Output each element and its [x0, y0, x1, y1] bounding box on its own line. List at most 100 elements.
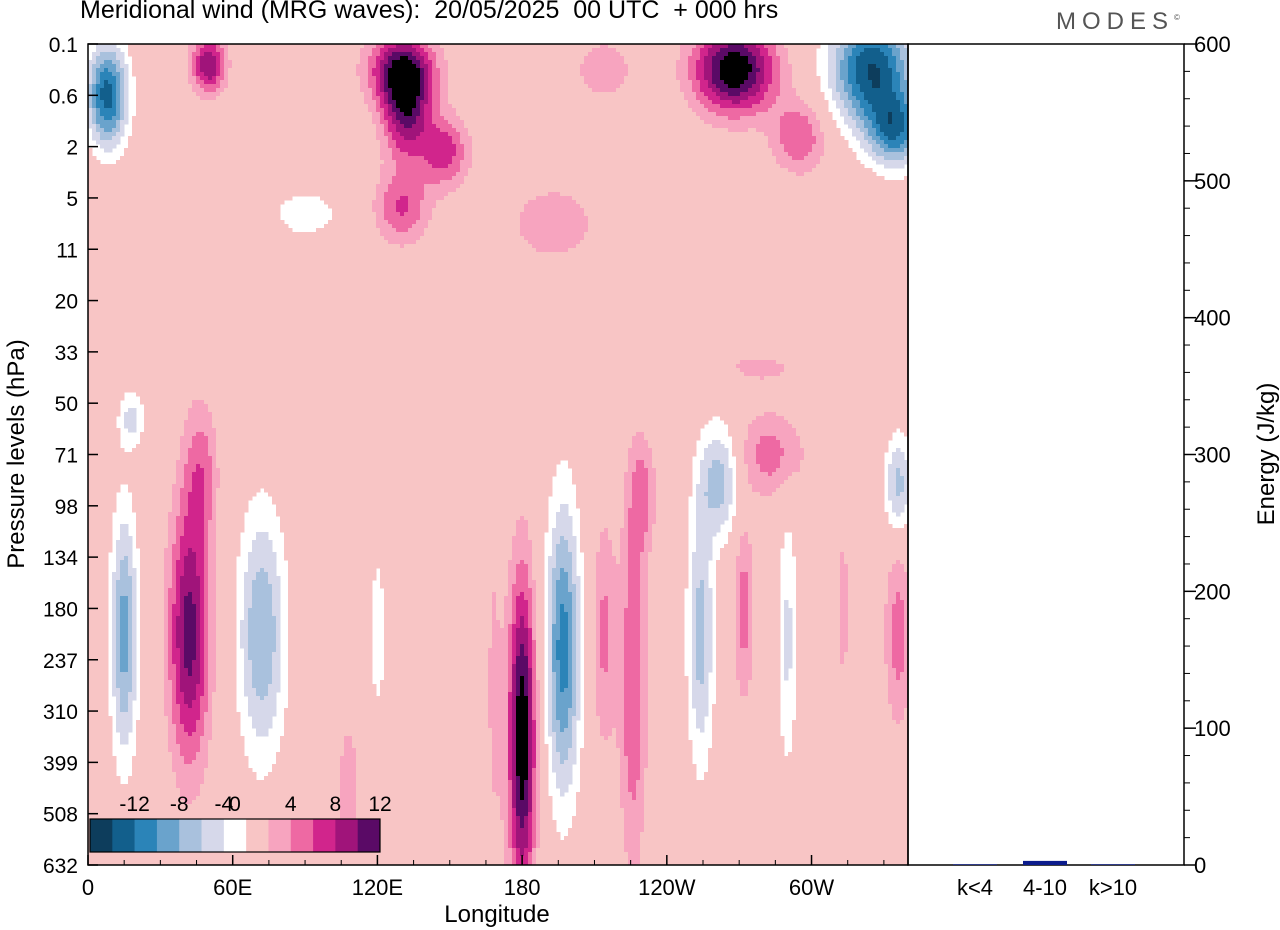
field-cell: [436, 52, 441, 57]
field-cell: [712, 132, 717, 137]
field-cell: [168, 104, 173, 109]
field-cell: [628, 108, 633, 113]
field-cell: [652, 48, 657, 53]
field-cell: [292, 92, 297, 97]
field-cell: [484, 112, 489, 117]
field-cell: [652, 52, 657, 57]
field-cell: [880, 96, 885, 101]
field-cell: [904, 72, 908, 77]
field-cell: [392, 72, 397, 77]
field-cell: [876, 88, 881, 93]
field-cell: [480, 68, 485, 73]
field-cell: [348, 48, 353, 53]
field-cell: [668, 64, 673, 69]
field-cell: [644, 92, 649, 97]
field-cell: [768, 56, 773, 61]
field-cell: [760, 132, 765, 137]
field-cell: [524, 60, 529, 65]
field-cell: [532, 120, 537, 125]
field-cell: [700, 108, 705, 113]
field-cell: [548, 76, 553, 81]
field-cell: [440, 48, 445, 53]
field-cell: [740, 136, 745, 141]
field-cell: [512, 104, 517, 109]
field-cell: [904, 124, 908, 129]
field-cell: [192, 80, 197, 85]
field-cell: [336, 112, 341, 117]
field-cell: [364, 56, 369, 61]
field-cell: [492, 80, 497, 85]
field-cell: [564, 104, 569, 109]
field-cell: [624, 44, 629, 49]
field-cell: [832, 52, 837, 57]
field-cell: [104, 52, 109, 57]
field-cell: [856, 88, 861, 93]
field-cell: [404, 100, 409, 105]
field-cell: [640, 128, 645, 133]
field-cell: [860, 120, 865, 125]
field-cell: [584, 112, 589, 117]
field-cell: [660, 124, 665, 129]
field-cell: [728, 120, 733, 125]
field-cell: [400, 64, 405, 69]
field-cell: [412, 132, 417, 137]
field-cell: [800, 92, 805, 97]
field-cell: [176, 84, 181, 89]
field-cell: [568, 76, 573, 81]
field-cell: [224, 116, 229, 121]
field-cell: [684, 88, 689, 93]
field-cell: [788, 96, 793, 101]
field-cell: [316, 64, 321, 69]
field-cell: [420, 52, 425, 57]
field-cell: [492, 96, 497, 101]
field-cell: [328, 56, 333, 61]
field-cell: [416, 64, 421, 69]
field-cell: [260, 88, 265, 93]
field-cell: [796, 60, 801, 65]
field-cell: [300, 76, 305, 81]
field-cell: [372, 120, 377, 125]
field-cell: [676, 64, 681, 69]
field-cell: [144, 76, 149, 81]
field-cell: [688, 60, 693, 65]
field-cell: [100, 64, 105, 69]
field-cell: [296, 56, 301, 61]
field-cell: [712, 52, 717, 57]
field-cell: [500, 136, 505, 141]
field-cell: [144, 48, 149, 53]
field-cell: [244, 60, 249, 65]
field-cell: [688, 124, 693, 129]
field-cell: [564, 140, 569, 145]
field-cell: [516, 124, 521, 129]
field-cell: [352, 60, 357, 65]
field-cell: [144, 128, 149, 133]
field-cell: [352, 124, 357, 129]
field-cell: [484, 60, 489, 65]
field-cell: [824, 140, 829, 145]
field-cell: [376, 84, 381, 89]
field-cell: [116, 112, 121, 117]
field-cell: [820, 128, 825, 133]
field-cell: [696, 72, 701, 77]
field-cell: [144, 72, 149, 77]
field-cell: [656, 108, 661, 113]
field-cell: [96, 48, 101, 53]
field-cell: [196, 48, 201, 53]
field-cell: [308, 88, 313, 93]
field-cell: [124, 64, 129, 69]
field-cell: [700, 140, 705, 145]
field-cell: [240, 56, 245, 61]
field-cell: [872, 136, 877, 141]
field-cell: [308, 48, 313, 53]
field-cell: [456, 112, 461, 117]
field-cell: [300, 64, 305, 69]
field-cell: [864, 56, 869, 61]
field-cell: [204, 56, 209, 61]
field-cell: [436, 116, 441, 121]
field-cell: [272, 88, 277, 93]
field-cell: [156, 48, 161, 53]
field-cell: [400, 108, 405, 113]
field-cell: [408, 104, 413, 109]
field-cell: [508, 136, 513, 141]
field-cell: [212, 112, 217, 117]
